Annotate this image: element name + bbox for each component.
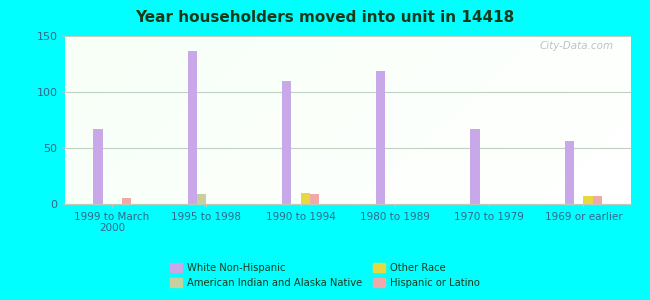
Text: City-Data.com: City-Data.com	[540, 41, 614, 51]
Legend: White Non-Hispanic, American Indian and Alaska Native, Other Race, Hispanic or L: White Non-Hispanic, American Indian and …	[166, 259, 484, 292]
Bar	[470, 129, 480, 204]
Bar	[281, 81, 291, 204]
Bar	[94, 129, 103, 204]
Bar	[564, 141, 574, 204]
Bar	[197, 194, 207, 204]
Bar	[584, 196, 593, 204]
Bar	[593, 196, 602, 204]
Bar	[310, 194, 319, 204]
Bar	[188, 51, 197, 204]
Bar	[300, 193, 310, 204]
Bar	[122, 198, 131, 204]
Bar	[376, 71, 385, 204]
Text: Year householders moved into unit in 14418: Year householders moved into unit in 144…	[135, 11, 515, 26]
